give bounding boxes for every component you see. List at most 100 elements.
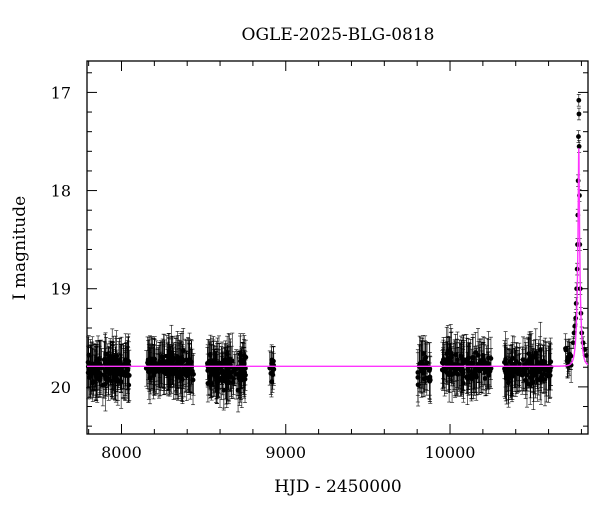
data-point xyxy=(126,382,132,388)
data-point xyxy=(540,358,546,364)
data-point xyxy=(271,366,277,372)
data-point xyxy=(421,376,427,382)
data-point xyxy=(102,359,108,365)
data-point xyxy=(502,359,507,365)
plot-frame xyxy=(86,60,589,435)
data-point xyxy=(125,361,131,367)
data-point xyxy=(112,373,117,379)
data-point xyxy=(505,380,511,386)
data-point xyxy=(442,367,448,373)
data-point xyxy=(93,373,99,378)
data-point xyxy=(186,361,191,367)
data-point xyxy=(465,366,471,372)
data-point xyxy=(231,376,237,382)
data-point xyxy=(444,360,450,366)
data-point xyxy=(502,366,507,372)
data-point xyxy=(530,372,536,378)
y-tick-label: 19 xyxy=(51,280,71,299)
axis-ticks xyxy=(87,61,588,434)
data-point xyxy=(242,369,248,375)
data-point xyxy=(113,356,119,362)
data-point xyxy=(176,363,182,368)
data-point xyxy=(230,380,236,385)
data-point xyxy=(512,366,518,372)
data-point xyxy=(576,134,581,139)
data-point xyxy=(464,374,470,380)
data-point xyxy=(538,374,544,380)
data-point xyxy=(174,374,180,380)
data-point xyxy=(570,340,576,346)
data-point xyxy=(92,368,98,374)
data-point xyxy=(87,373,93,379)
data-point xyxy=(448,354,454,360)
data-point xyxy=(522,361,528,367)
data-point xyxy=(225,368,231,374)
data-point xyxy=(238,369,243,374)
data-point xyxy=(186,370,191,376)
data-point xyxy=(542,367,548,373)
data-point xyxy=(179,358,185,364)
y-tick-label: 18 xyxy=(51,182,71,201)
data-point xyxy=(155,367,161,372)
data-point xyxy=(229,358,235,364)
data-point xyxy=(533,368,539,374)
data-point xyxy=(210,370,216,376)
data-point xyxy=(427,368,432,373)
data-point xyxy=(511,361,517,367)
data-point xyxy=(480,352,486,358)
data-point xyxy=(455,371,461,377)
data-point xyxy=(533,350,539,356)
data-point xyxy=(104,370,109,375)
data-point xyxy=(507,370,513,376)
data-point xyxy=(109,354,115,360)
data-point xyxy=(125,367,131,373)
data-point xyxy=(427,374,433,380)
data-point xyxy=(109,378,114,384)
data-point xyxy=(415,382,421,388)
data-point xyxy=(516,370,522,376)
data-point xyxy=(465,355,471,361)
data-point xyxy=(96,356,102,362)
y-axis-label: I magnitude xyxy=(10,196,30,300)
data-point xyxy=(485,368,491,373)
data-point xyxy=(190,368,195,374)
data-point xyxy=(537,347,543,353)
data-point xyxy=(453,352,459,358)
data-point xyxy=(446,372,452,378)
data-point xyxy=(86,352,92,358)
data-point xyxy=(470,360,476,366)
data-point xyxy=(110,368,116,374)
data-point xyxy=(170,358,176,364)
data-point xyxy=(241,353,247,359)
data-point xyxy=(476,361,482,366)
data-point xyxy=(93,361,99,366)
data-point xyxy=(118,379,124,385)
data-point xyxy=(97,370,103,376)
data-point xyxy=(103,351,109,357)
data-point xyxy=(214,373,220,379)
data-point xyxy=(520,357,526,363)
data-point xyxy=(100,382,106,388)
model-curve xyxy=(87,148,589,367)
data-point xyxy=(209,381,215,386)
x-tick-label: 8000 xyxy=(101,443,142,462)
x-axis-label: HJD - 2450000 xyxy=(274,477,402,497)
data-point xyxy=(573,315,579,321)
data-point xyxy=(268,371,274,376)
data-point xyxy=(486,361,491,367)
data-point xyxy=(206,358,212,364)
x-tick-label: 9000 xyxy=(265,443,306,462)
data-point xyxy=(423,354,429,360)
data-point xyxy=(241,376,247,382)
data-point xyxy=(455,357,460,363)
data-point xyxy=(180,377,185,382)
x-tick-label: 10000 xyxy=(425,443,476,462)
data-point xyxy=(143,365,149,371)
data-point xyxy=(186,357,192,363)
data-point xyxy=(544,372,549,378)
data-point xyxy=(207,374,213,380)
data-point xyxy=(526,351,532,357)
data-point xyxy=(179,368,185,373)
data-point xyxy=(118,361,124,367)
data-point xyxy=(524,372,530,378)
